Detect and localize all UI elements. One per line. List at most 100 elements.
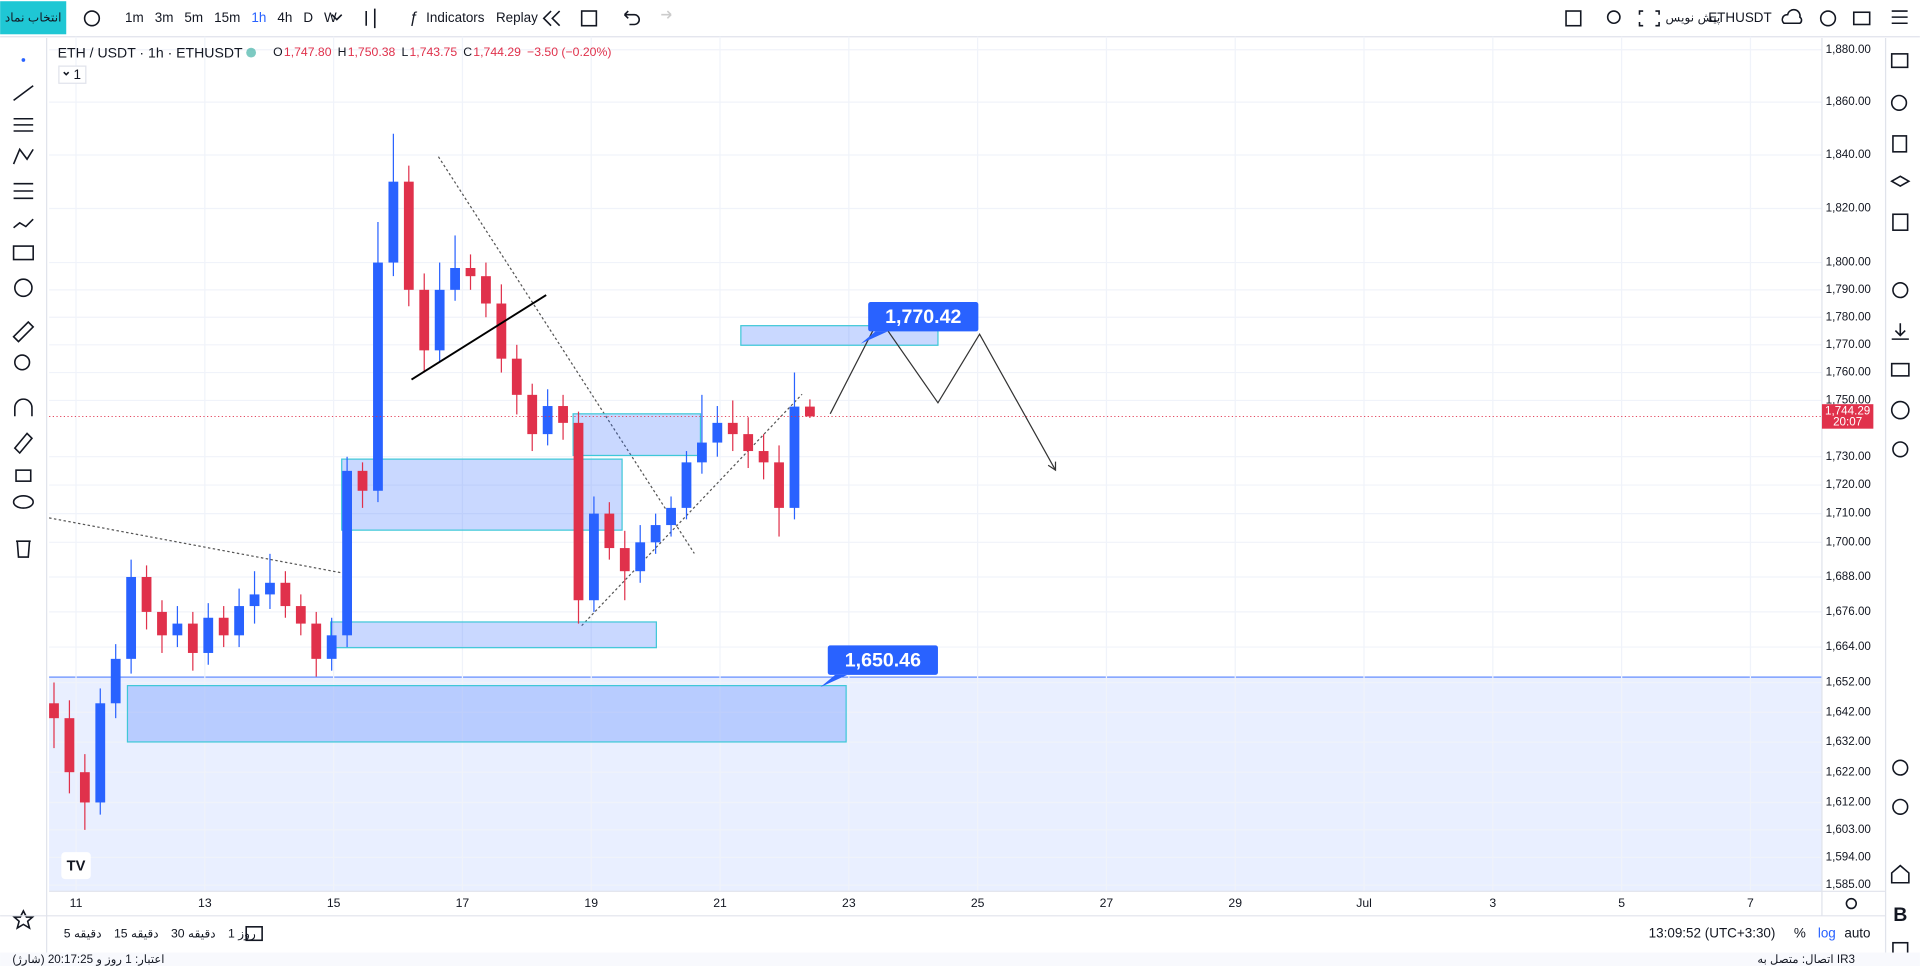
percent-toggle[interactable]: % <box>1794 926 1806 941</box>
log-toggle[interactable]: log <box>1818 926 1836 941</box>
candle-body <box>666 507 676 526</box>
tv-logo: TV <box>67 859 86 875</box>
alerts-icon[interactable] <box>1890 94 1908 111</box>
timeframe-button[interactable]: 1h <box>251 10 266 25</box>
candle-body <box>403 181 414 290</box>
candle-body <box>373 262 383 491</box>
range-button[interactable]: 30 دقیقه <box>171 926 216 940</box>
zoom-tool[interactable] <box>14 354 31 371</box>
date-range-icon[interactable] <box>245 926 263 942</box>
fib-tool[interactable] <box>13 117 34 132</box>
timeframe-button[interactable]: 4h <box>277 10 292 25</box>
layers-icon[interactable] <box>1890 175 1911 188</box>
y-tick-label: 1,700.00 <box>1826 535 1872 548</box>
candle-body <box>774 462 784 508</box>
cloud-icon[interactable] <box>1781 8 1803 25</box>
search-icon[interactable] <box>1606 10 1621 25</box>
candle-body <box>234 606 245 636</box>
fx-icon[interactable]: ƒ <box>409 10 418 27</box>
candle-body <box>265 582 275 595</box>
pane-label[interactable]: 1 <box>74 67 81 82</box>
notifications-icon[interactable] <box>1892 759 1909 776</box>
ruler-tool[interactable] <box>12 320 35 343</box>
symbol-button[interactable] <box>0 1 67 35</box>
auto-toggle[interactable]: auto <box>1844 926 1870 941</box>
legend-value: 1,747.80 <box>284 45 332 59</box>
menu-icon[interactable] <box>1891 10 1908 25</box>
forecast-tool[interactable] <box>13 182 34 200</box>
camera-icon[interactable] <box>1852 11 1871 26</box>
symbol-name: ETHUSDT <box>1708 10 1772 25</box>
legend-key: O <box>273 45 283 59</box>
favorites-tool[interactable] <box>12 909 35 930</box>
broker-logo[interactable]: B <box>1893 904 1907 926</box>
share-icon[interactable] <box>1892 441 1909 458</box>
candle-body <box>527 394 538 435</box>
x-tick-label: 27 <box>1100 896 1114 910</box>
visibility-tool[interactable] <box>12 495 34 509</box>
clock: 13:09:52 (UTC+3:30) <box>1649 926 1776 941</box>
y-tick-label: 1,642.00 <box>1826 705 1872 718</box>
download-icon[interactable] <box>1891 323 1909 340</box>
axis-settings-icon[interactable] <box>1845 897 1858 910</box>
cursor-tool[interactable] <box>21 58 26 62</box>
candle-body <box>64 718 75 773</box>
candle-body <box>450 268 460 290</box>
timeframe-button[interactable]: 15m <box>214 10 240 25</box>
notes-icon[interactable] <box>1892 135 1908 153</box>
calendar-icon[interactable] <box>1892 213 1909 231</box>
settings-side-icon[interactable] <box>1892 282 1909 299</box>
y-tick-label: 1,710.00 <box>1826 507 1872 520</box>
tf-dropdown[interactable] <box>331 14 343 21</box>
timeframe-button[interactable]: W <box>324 10 337 25</box>
text-tool[interactable] <box>12 245 34 261</box>
pattern-tool[interactable] <box>12 147 34 165</box>
y-tick-label: 1,632.00 <box>1826 735 1872 748</box>
pane-chevron[interactable] <box>63 71 70 76</box>
timeframe-button[interactable]: 1m <box>125 10 144 25</box>
support-icon[interactable] <box>1892 798 1909 815</box>
magnet-tool[interactable] <box>14 398 33 417</box>
redo-icon[interactable] <box>661 10 672 19</box>
chart-type-icon[interactable] <box>365 8 376 29</box>
layouts-icon[interactable] <box>580 10 598 27</box>
indicators-button[interactable]: Indicators <box>426 10 485 25</box>
range-button[interactable]: 5 دقیقه <box>64 926 102 940</box>
emoji-tool[interactable] <box>14 278 33 298</box>
trendline-tool[interactable] <box>13 85 34 102</box>
pane-toggle[interactable] <box>58 65 87 84</box>
candle-body <box>619 548 630 572</box>
credit-status: اعتبار: 1 روز و 20:17:25 (شارژ) <box>12 953 164 966</box>
ohlc-legend: O 1,747.80 H 1,750.38 L 1,743.75 C 1,744.29 −3.5… <box>273 45 611 59</box>
shapes-tool[interactable] <box>13 218 34 229</box>
drawings-top <box>410 294 1057 472</box>
y-tick-label: 1,800.00 <box>1826 256 1872 269</box>
candle-body <box>573 422 584 601</box>
card-icon[interactable] <box>1890 362 1910 377</box>
timeframe-button[interactable]: D <box>303 10 313 25</box>
range-button[interactable]: 15 دقیقه <box>114 926 159 940</box>
symbol-button-label[interactable]: انتخاب نماد <box>5 11 62 25</box>
watchlist-icon[interactable] <box>1890 53 1909 69</box>
home-icon[interactable] <box>1890 864 1910 884</box>
replay-icon[interactable] <box>542 10 561 27</box>
projection-path <box>829 317 1057 471</box>
settings-icon[interactable] <box>1819 10 1837 27</box>
candle-body <box>589 513 599 601</box>
add-symbol-icon[interactable] <box>83 10 101 27</box>
fullscreen-box[interactable] <box>1565 10 1582 27</box>
draw-mode-tool[interactable] <box>13 432 34 455</box>
candle-body <box>357 470 368 491</box>
timeframe-button[interactable]: 5m <box>184 10 203 25</box>
undo-icon[interactable] <box>623 10 640 26</box>
delete-tool[interactable] <box>16 540 31 558</box>
account-icon[interactable] <box>1890 400 1910 420</box>
expand-icon[interactable] <box>1638 10 1660 27</box>
candle-body <box>280 582 291 607</box>
replay-button[interactable]: Replay <box>496 10 538 25</box>
lock-tool[interactable] <box>15 469 32 482</box>
x-tick-label: 11 <box>70 896 83 910</box>
timeframe-button[interactable]: 3m <box>155 10 174 25</box>
range-button[interactable]: 1 روز <box>228 926 256 940</box>
x-tick-label: 25 <box>971 896 985 910</box>
